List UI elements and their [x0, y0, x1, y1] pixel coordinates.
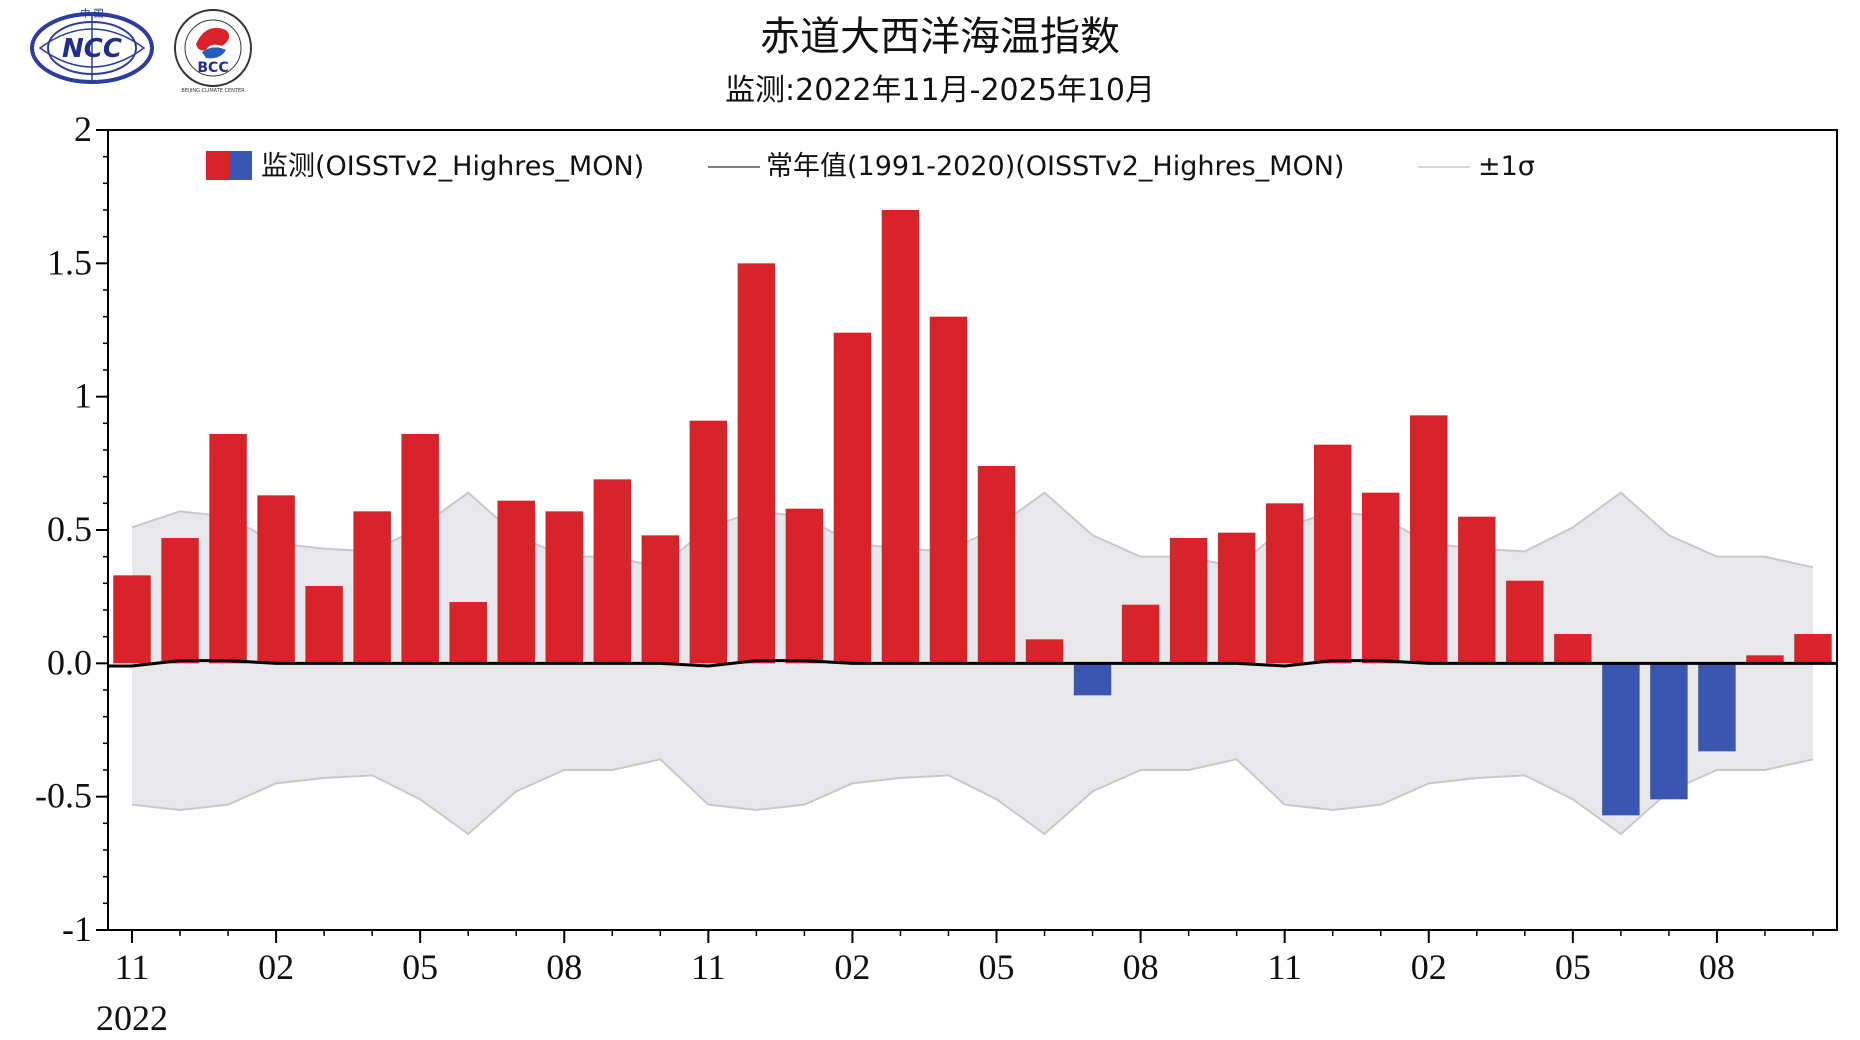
bar	[449, 602, 487, 664]
bar	[1698, 663, 1736, 752]
y-tick-label: 2	[74, 109, 92, 149]
bar	[1313, 444, 1352, 664]
bar	[1362, 492, 1400, 664]
bar	[113, 575, 151, 664]
y-tick-label: 1.5	[47, 242, 92, 282]
bar	[401, 434, 439, 664]
bar	[785, 508, 824, 664]
x-tick-label: 08	[1699, 947, 1735, 987]
bar	[1458, 516, 1496, 664]
y-tick-label: 0.5	[47, 509, 92, 549]
bar	[1265, 503, 1304, 664]
bar	[929, 316, 968, 664]
x-tick-label: 02	[258, 947, 294, 987]
x-tick-label: 05	[402, 947, 438, 987]
legend-label-normal: 常年值(1991-2020)(OISSTv2_Highres_MON)	[766, 151, 1344, 182]
legend-swatch-positive	[206, 151, 229, 180]
bar	[1025, 639, 1064, 664]
bar	[353, 511, 391, 664]
sigma-lower-line	[131, 758, 1814, 836]
bar	[1554, 634, 1592, 664]
bar	[1217, 532, 1256, 664]
legend: 监测(OISSTv2_Highres_MON) 常年值(1991-2020)(O…	[206, 151, 1535, 182]
x-tick-label: 02	[834, 947, 870, 987]
bar	[1506, 580, 1544, 664]
bar	[1121, 604, 1160, 664]
x-tick-label: 11	[1267, 947, 1302, 987]
x-tick-label: 08	[546, 947, 582, 987]
bar	[161, 538, 199, 664]
chart-title: 赤道大西洋海温指数	[760, 14, 1120, 60]
bar	[641, 535, 680, 664]
bar	[1650, 663, 1688, 800]
bar	[689, 420, 728, 664]
legend-swatch-negative	[229, 151, 252, 180]
x-tick-label: 05	[1555, 947, 1591, 987]
bcc-logo-text: BCC	[197, 60, 228, 76]
x-tick-label: 02	[1411, 947, 1447, 987]
bar	[305, 586, 343, 664]
bar	[209, 434, 247, 664]
x-tick-label: 11	[115, 947, 150, 987]
ncc-logo-text: NCC	[62, 34, 122, 64]
chart-subtitle: 监测:2022年11月-2025年10月	[725, 73, 1155, 108]
bar	[1794, 634, 1832, 664]
bar	[1410, 415, 1448, 664]
bcc-logo: BCC BEIJING CLIMATE CENTER	[174, 9, 252, 94]
normal-line	[108, 659, 1837, 668]
legend-label-sigma: ±1σ	[1478, 151, 1535, 182]
x-tick-label: 08	[1123, 947, 1159, 987]
y-tick-label: 0.0	[47, 642, 92, 682]
bar	[737, 263, 776, 664]
y-tick-label: -1	[62, 909, 92, 949]
bar	[977, 466, 1016, 664]
legend-label-monitor: 监测(OISSTv2_Highres_MON)	[261, 151, 644, 182]
bar	[545, 511, 583, 664]
y-tick-label: -0.5	[35, 776, 92, 816]
bar	[881, 210, 920, 664]
bar	[593, 479, 632, 664]
ncc-logo-top-text: 中 国	[80, 7, 103, 20]
bar	[1602, 663, 1640, 816]
bcc-logo-ring-text: BEIJING CLIMATE CENTER	[181, 88, 245, 94]
ncc-logo: NCC 中 国	[30, 7, 154, 84]
y-tick-label: 1	[74, 376, 92, 416]
x-year-label: 2022	[96, 998, 168, 1038]
bar	[257, 495, 295, 664]
bar	[1746, 655, 1784, 664]
bar	[1073, 663, 1112, 696]
x-tick-label: 05	[979, 947, 1015, 987]
bar	[1169, 538, 1208, 664]
bar	[497, 500, 535, 664]
bar	[833, 332, 872, 664]
x-tick-label: 11	[691, 947, 726, 987]
